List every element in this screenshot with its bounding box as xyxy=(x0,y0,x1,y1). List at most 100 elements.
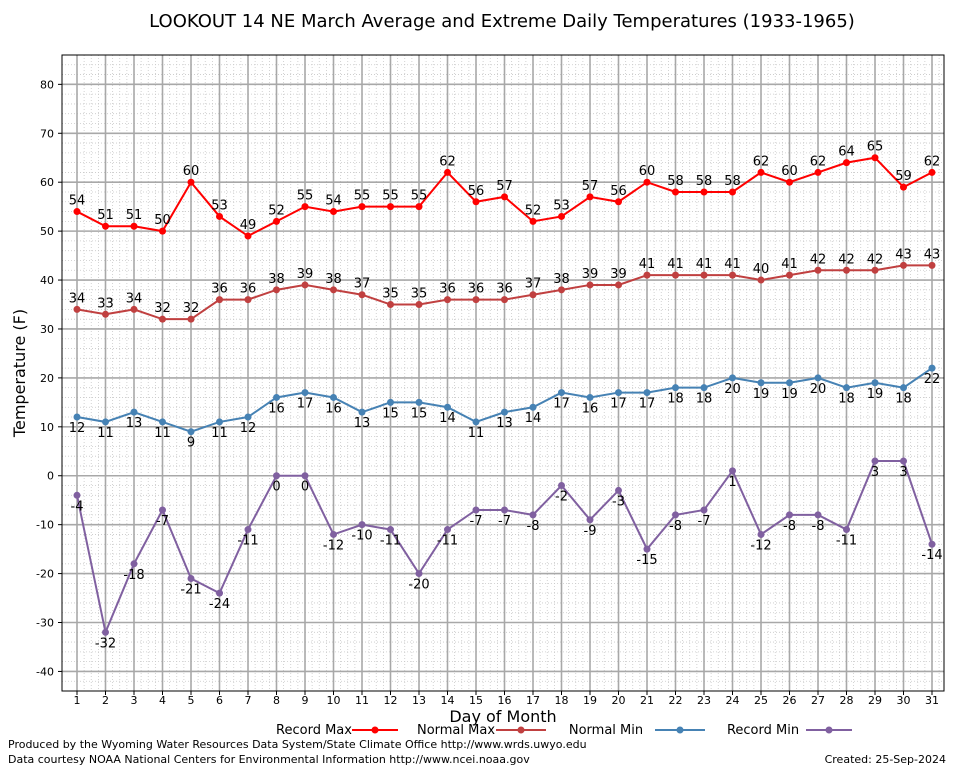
record-min-point xyxy=(73,491,81,499)
normal-max-point xyxy=(729,271,736,279)
record-min-point xyxy=(244,526,252,534)
record-max-data-label: 52 xyxy=(525,203,542,218)
normal-min-point xyxy=(501,408,508,416)
normal-max-point xyxy=(843,266,850,274)
record-max-point xyxy=(358,203,366,211)
record-max-point xyxy=(900,183,907,191)
record-max-data-label: 53 xyxy=(553,198,570,213)
record-min-point xyxy=(729,467,736,475)
y-tick-label: 20 xyxy=(40,372,54,385)
normal-max-data-label: 32 xyxy=(183,301,200,316)
record-min-data-label: -7 xyxy=(470,514,483,529)
normal-min-data-label: 19 xyxy=(753,387,770,402)
normal-min-point xyxy=(216,418,223,426)
normal-max-data-label: 36 xyxy=(439,282,456,297)
y-axis-title: Temperature (F) xyxy=(10,309,29,438)
record-min-point xyxy=(700,506,708,514)
normal-max-data-label: 42 xyxy=(867,252,884,267)
normal-min-point xyxy=(415,398,423,406)
normal-min-data-label: 11 xyxy=(97,426,114,441)
normal-max-point xyxy=(643,271,651,279)
record-min-data-label: -8 xyxy=(783,519,796,534)
normal-min-point xyxy=(472,418,480,426)
x-tick-label: 29 xyxy=(868,694,882,707)
record-max-point xyxy=(472,198,480,206)
record-min-data-label: -8 xyxy=(527,519,540,534)
normal-min-data-label: 18 xyxy=(895,392,912,407)
record-max-data-label: 62 xyxy=(753,154,770,169)
x-tick-label: 2 xyxy=(102,694,109,707)
record-min-data-label: -20 xyxy=(408,578,429,593)
normal-max-data-label: 36 xyxy=(240,282,257,297)
legend-label-record-min: Record Min xyxy=(727,723,799,738)
normal-max-point xyxy=(301,281,309,289)
normal-max-data-label: 39 xyxy=(297,267,314,282)
x-tick-label: 23 xyxy=(697,694,711,707)
record-min-point xyxy=(928,540,936,548)
record-max-point xyxy=(786,178,793,186)
record-max-point xyxy=(387,203,394,211)
normal-max-data-label: 41 xyxy=(724,257,741,272)
record-min-point xyxy=(900,457,907,465)
x-tick-label: 8 xyxy=(273,694,280,707)
record-max-point xyxy=(871,154,879,162)
record-min-point xyxy=(643,545,651,553)
record-max-point xyxy=(757,168,765,176)
record-min-data-label: -7 xyxy=(156,514,169,529)
record-min-data-label: -15 xyxy=(636,553,657,568)
record-max-point xyxy=(102,222,109,230)
y-tick-label: -20 xyxy=(36,568,54,581)
record-max-data-label: 56 xyxy=(468,184,485,199)
record-max-data-label: 60 xyxy=(781,164,798,179)
y-tick-label: 60 xyxy=(40,176,54,189)
normal-min-point xyxy=(643,389,651,397)
normal-min-point xyxy=(900,384,907,392)
normal-min-data-label: 17 xyxy=(297,397,314,412)
normal-min-data-label: 9 xyxy=(187,436,195,451)
record-max-point xyxy=(558,212,565,220)
normal-min-data-label: 19 xyxy=(867,387,884,402)
record-min-point xyxy=(672,511,679,519)
record-max-data-label: 55 xyxy=(382,189,399,204)
normal-min-data-label: 20 xyxy=(724,382,741,397)
record-min-point xyxy=(814,511,822,519)
normal-max-data-label: 38 xyxy=(325,272,342,287)
series-record-max: 54 51 51 50 60 53 49 52 55 54 55 55 55 62 56 57 52 53 57 56… xyxy=(69,140,941,240)
x-tick-label: 28 xyxy=(840,694,854,707)
record-max-data-label: 62 xyxy=(439,154,456,169)
normal-max-point xyxy=(73,305,81,313)
normal-min-data-label: 20 xyxy=(810,382,827,397)
legend-label-normal-min: Normal Min xyxy=(569,723,643,738)
legend-marker-record-max xyxy=(371,726,379,734)
legend-marker-normal-max xyxy=(517,726,525,734)
normal-max-point xyxy=(586,281,594,289)
normal-min-data-label: 13 xyxy=(496,416,513,431)
normal-max-point xyxy=(244,296,252,304)
record-max-data-label: 55 xyxy=(354,189,371,204)
normal-max-point xyxy=(700,271,708,279)
normal-max-data-label: 41 xyxy=(667,257,684,272)
record-max-point xyxy=(529,217,537,225)
series: 54 51 51 50 60 53 49 52 55 54 55 55 55 62 56 57 52 53 57 56… xyxy=(69,140,943,652)
record-max-data-label: 54 xyxy=(69,194,86,209)
normal-max-data-label: 34 xyxy=(69,291,86,306)
y-tick-label: 70 xyxy=(40,127,54,140)
normal-max-data-label: 39 xyxy=(582,267,599,282)
normal-max-point xyxy=(615,281,622,289)
normal-max-point xyxy=(786,271,793,279)
x-tick-label: 26 xyxy=(783,694,797,707)
y-tick-label: 10 xyxy=(40,421,54,434)
normal-min-data-label: 11 xyxy=(211,426,228,441)
normal-max-point xyxy=(814,266,822,274)
normal-min-point xyxy=(273,393,280,401)
record-min-data-label: 0 xyxy=(272,480,280,495)
record-max-data-label: 60 xyxy=(639,164,656,179)
record-min-data-label: -7 xyxy=(498,514,511,529)
record-max-point xyxy=(615,198,622,206)
footer-produced-by: Produced by the Wyoming Water Resources … xyxy=(8,738,587,751)
record-max-point xyxy=(700,188,708,196)
record-max-data-label: 57 xyxy=(582,179,599,194)
normal-min-point xyxy=(814,374,822,382)
record-max-point xyxy=(187,178,195,186)
record-max-data-label: 62 xyxy=(924,154,941,169)
